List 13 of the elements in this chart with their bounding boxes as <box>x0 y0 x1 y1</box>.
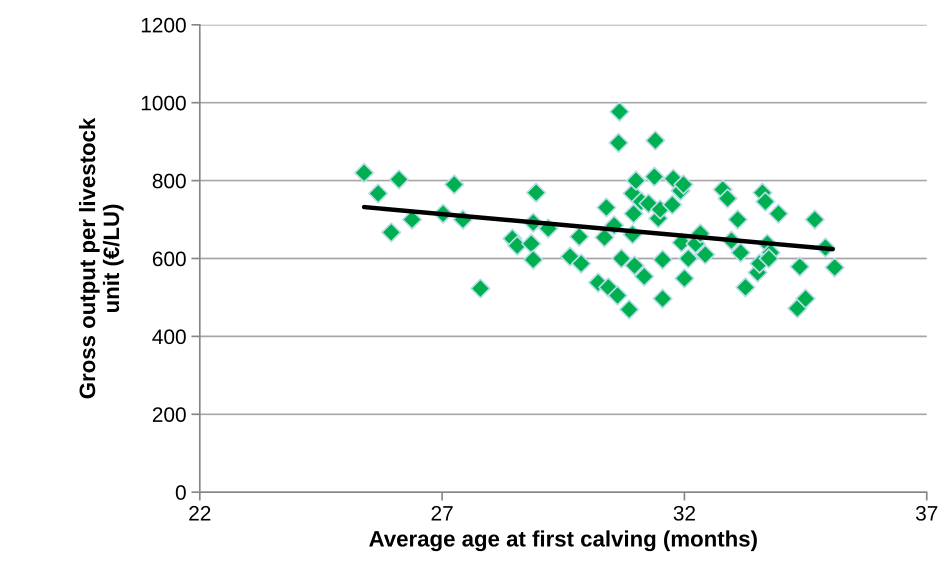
x-axis-title: Average age at first calving (months) <box>369 530 757 552</box>
x-tick-label: 32 <box>674 506 695 521</box>
y-tick-label: 1200 <box>142 18 186 33</box>
x-tick-label: 27 <box>432 506 453 520</box>
y-tick-label: 400 <box>152 329 186 344</box>
y-tick-label: 600 <box>152 251 186 266</box>
y-axis-title: Gross output per livestock unit (€/LU) <box>78 118 124 398</box>
y-tick-label: 200 <box>152 407 186 422</box>
x-tick-label: 37 <box>916 506 938 521</box>
y-tick-label: 0 <box>176 485 186 500</box>
y-tick-label: 800 <box>152 174 186 188</box>
x-tick-label: 22 <box>189 506 210 520</box>
y-tick-label: 1000 <box>142 96 186 110</box>
